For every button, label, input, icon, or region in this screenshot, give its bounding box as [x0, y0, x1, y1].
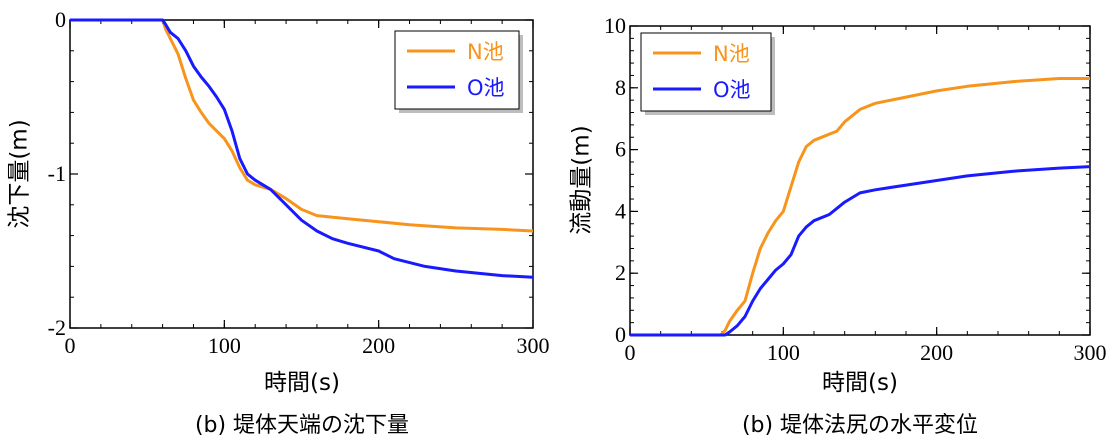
x-tick-label: 200 [920, 340, 953, 365]
y-tick-label: 8 [615, 75, 626, 100]
series-line-o [630, 165, 1091, 337]
x-tick-label: 100 [208, 333, 241, 358]
x-axis-label: 時間(s) [264, 370, 340, 396]
y-tick-label: 0 [55, 7, 66, 32]
legend: N池 O池 [640, 32, 775, 115]
chart-caption: (b) 堤体法尻の水平変位 [742, 413, 978, 438]
y-axis-label: 沈下量(m) [7, 119, 33, 228]
y-tick-label: -2 [48, 315, 66, 340]
x-tick-label: 300 [517, 333, 550, 358]
settlement-chart: 0 100 200 300 0 -1 -2 N池 O池 時間(s) 沈下量(m) (b) 堤… [7, 7, 550, 438]
chart-caption: (b) 堤体天端の沈下量 [195, 413, 409, 438]
x-tick-label: 0 [625, 340, 636, 365]
axis-ticks: 0 100 200 300 0 -1 -2 [48, 7, 550, 358]
x-tick-label: 200 [362, 333, 395, 358]
plot-frame [629, 25, 1091, 336]
legend-label-o: O池 [713, 78, 751, 102]
legend-label-o: O池 [467, 76, 505, 100]
legend-box [640, 32, 772, 112]
series-line-o [70, 18, 534, 279]
y-tick-label: 0 [615, 322, 626, 347]
series-lines [630, 77, 1091, 337]
x-tick-label: 100 [767, 340, 800, 365]
y-tick-label: -1 [48, 161, 66, 186]
legend: N池 O池 [394, 30, 523, 113]
series-line-n [70, 18, 534, 233]
x-axis-label: 時間(s) [822, 370, 898, 396]
legend-box [394, 30, 520, 110]
displacement-chart: 0 100 200 300 0 2 4 6 8 10 N池 O池 時間(s) 流動量(m) (b)… [569, 13, 1107, 438]
y-tick-label: 10 [604, 13, 626, 38]
axis-ticks: 0 100 200 300 0 2 4 6 8 10 [604, 13, 1107, 365]
y-tick-label: 4 [615, 198, 626, 223]
x-tick-label: 300 [1074, 340, 1107, 365]
series-lines [70, 18, 534, 279]
y-tick-label: 6 [615, 137, 626, 162]
legend-label-n: N池 [713, 42, 750, 66]
y-tick-label: 2 [615, 260, 626, 285]
series-line-n [630, 77, 1090, 337]
y-axis-label: 流動量(m) [569, 125, 595, 234]
legend-label-n: N池 [467, 40, 504, 64]
x-tick-label: 0 [65, 333, 76, 358]
